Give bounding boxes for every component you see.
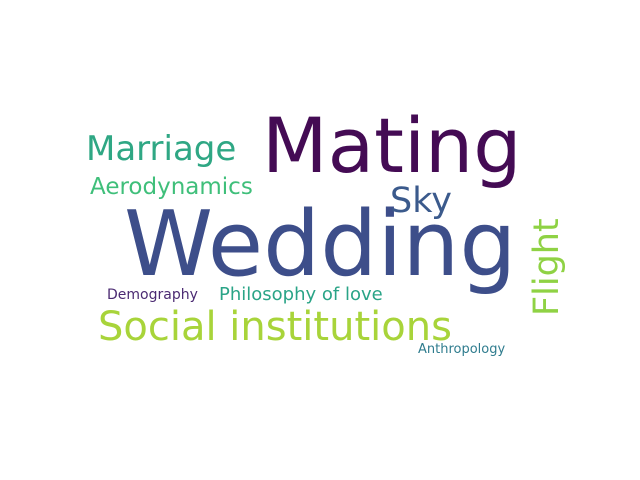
word-aerodynamics: Aerodynamics	[90, 174, 253, 200]
word-flight: Flight	[527, 218, 567, 316]
word-marriage: Marriage	[86, 129, 237, 169]
word-sky: Sky	[390, 181, 452, 221]
word-anthropology: Anthropology	[418, 342, 506, 357]
word-social-institutions: Social institutions	[98, 304, 452, 350]
word-wedding: Wedding	[124, 192, 517, 297]
word-demography: Demography	[107, 287, 198, 303]
word-mating: Mating	[262, 101, 522, 190]
word-philosophy-of-love: Philosophy of love	[219, 284, 383, 305]
